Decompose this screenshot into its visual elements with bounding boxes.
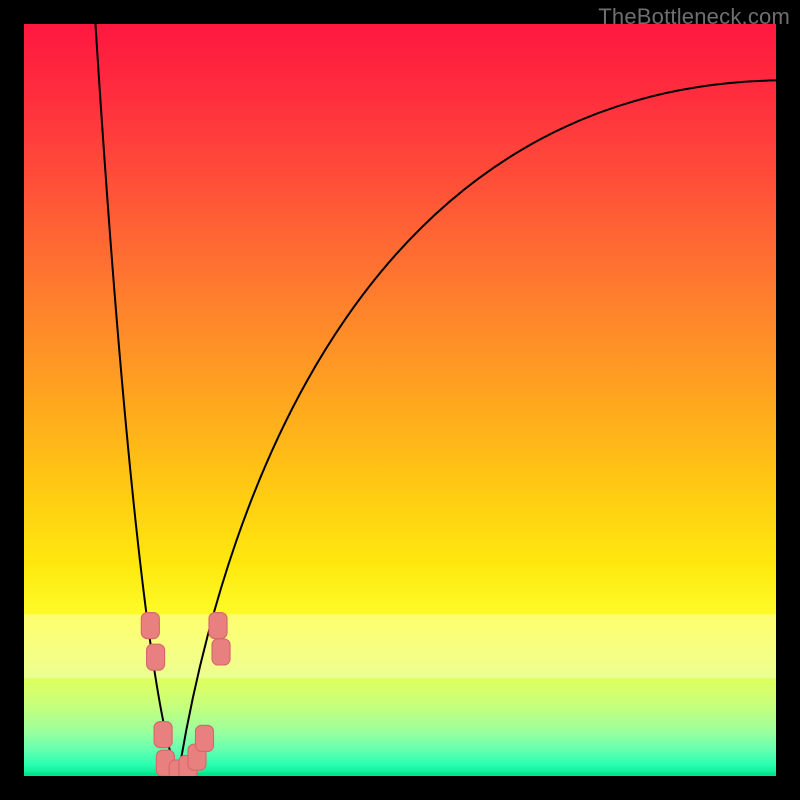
data-marker xyxy=(147,644,165,670)
chart-stage: TheBottleneck.com xyxy=(0,0,800,800)
watermark-text: TheBottleneck.com xyxy=(598,4,790,30)
data-marker xyxy=(154,722,172,748)
data-marker xyxy=(195,725,213,751)
data-marker xyxy=(141,613,159,639)
data-marker xyxy=(209,613,227,639)
pale-band xyxy=(24,614,776,678)
chart-svg xyxy=(0,0,800,800)
green-baseline xyxy=(24,773,776,776)
data-marker xyxy=(212,639,230,665)
